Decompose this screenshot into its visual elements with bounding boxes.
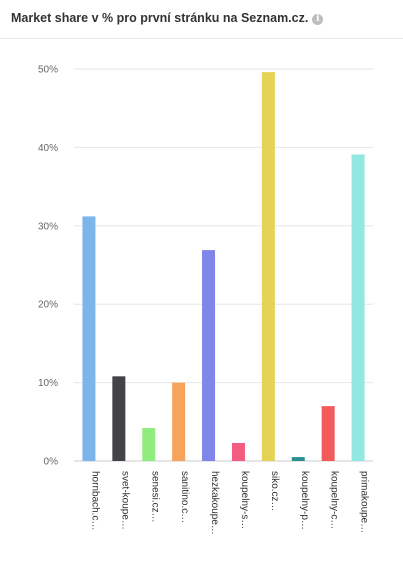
bar[interactable]: [202, 250, 216, 461]
bar[interactable]: [172, 382, 186, 461]
chart-title-row: Market share v % pro první stránku na Se…: [11, 11, 324, 25]
y-axis: 0% 10% 20% 30% 40% 50%: [38, 65, 58, 468]
x-tick-label: sanitino.c…: [179, 471, 190, 523]
x-tick-label: svet-koupe…: [119, 471, 130, 530]
y-tick-label: 50%: [38, 65, 58, 76]
bar[interactable]: [112, 376, 126, 461]
x-tick-label: siko.cz…: [269, 471, 280, 512]
y-tick-label: 40%: [38, 143, 58, 154]
chart-title: Market share v % pro první stránku na Se…: [11, 11, 309, 25]
bar[interactable]: [142, 428, 156, 461]
bar[interactable]: [261, 72, 275, 462]
x-tick-label: koupelny-s…: [239, 471, 250, 529]
bar[interactable]: [231, 442, 245, 461]
bar[interactable]: [291, 457, 305, 461]
bar[interactable]: [82, 216, 96, 461]
bar[interactable]: [321, 406, 335, 461]
y-tick-label: 10%: [38, 378, 58, 389]
y-tick-label: 0%: [44, 457, 59, 468]
bar-chart: 0% 10% 20% 30% 40% 50% hornbach.c… svet-koupe……: [38, 65, 373, 535]
x-tick-label: koupelny-p…: [299, 471, 310, 530]
y-tick-label: 20%: [38, 300, 58, 311]
y-tick-label: 30%: [38, 221, 58, 232]
chart-bars: [82, 72, 365, 462]
chart-header: Market share v % pro první stránku na Se…: [0, 0, 403, 39]
x-tick-label: koupelny-c…: [329, 471, 340, 529]
x-axis: hornbach.c… svet-koupe… senesi.cz… sanitino…: [89, 471, 369, 535]
bar[interactable]: [351, 154, 365, 461]
info-icon[interactable]: i: [312, 14, 324, 25]
x-tick-label: senesi.cz…: [149, 471, 160, 523]
x-tick-label: hezkakoupe…: [209, 471, 220, 535]
x-tick-label: primakoupe…: [359, 471, 370, 533]
x-tick-label: hornbach.c…: [89, 471, 100, 530]
